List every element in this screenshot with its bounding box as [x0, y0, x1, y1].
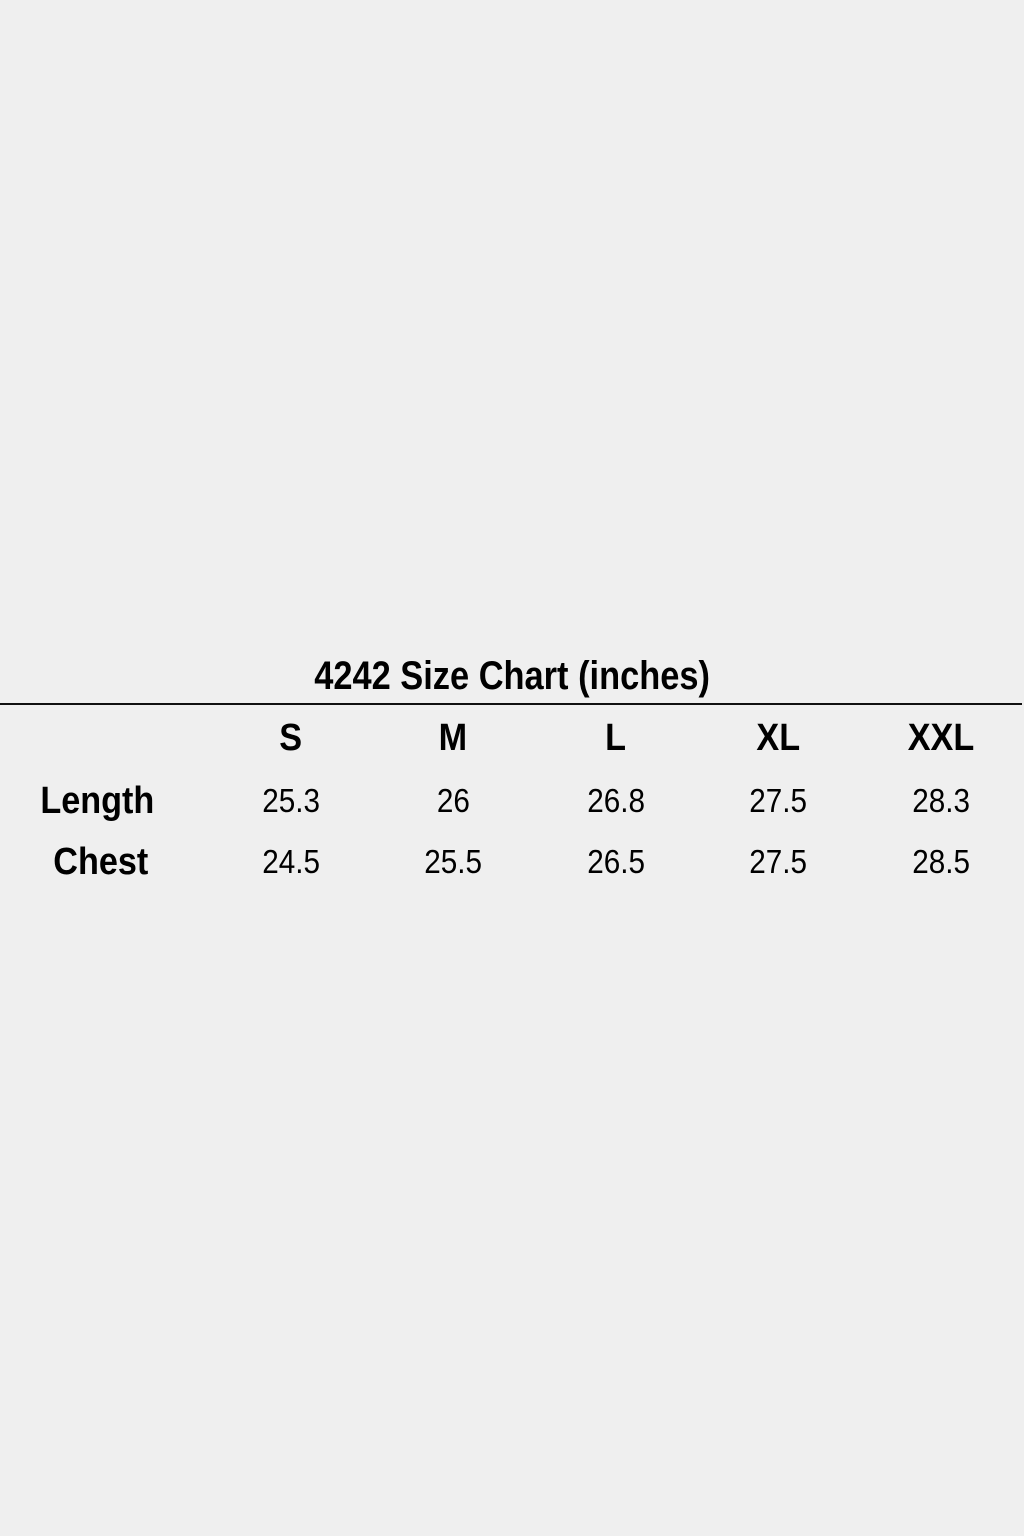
table-cell: 28.5 [861, 842, 1021, 882]
value-text: 26.8 [587, 782, 645, 819]
value-text: 25.5 [424, 843, 482, 880]
header-text: XXL [907, 717, 975, 759]
row-label-chest: Chest [21, 842, 181, 882]
table-cell: 25.3 [211, 781, 371, 821]
header-text: S [279, 717, 303, 759]
value-text: 26 [436, 782, 470, 819]
value-text: 24.5 [262, 843, 320, 880]
value-text: 25.3 [262, 782, 320, 819]
table-cell: 28.3 [861, 781, 1021, 821]
size-chart-title: 4242 Size Chart (inches) [0, 652, 1024, 700]
table-cell: 26 [373, 781, 533, 821]
header-text: L [605, 717, 627, 759]
column-header-xl: XL [698, 718, 858, 758]
divider-line [0, 703, 1022, 705]
label-text: Length [40, 780, 154, 822]
column-header-s: S [211, 718, 371, 758]
value-text: 28.5 [912, 843, 970, 880]
column-header-m: M [373, 718, 533, 758]
column-header-xxl: XXL [861, 718, 1021, 758]
table-cell: 25.5 [373, 842, 533, 882]
table-cell: 24.5 [211, 842, 371, 882]
value-text: 27.5 [749, 782, 807, 819]
table-cell: 27.5 [698, 781, 858, 821]
value-text: 27.5 [749, 843, 807, 880]
label-text: Chest [53, 841, 149, 883]
value-text: 26.5 [587, 843, 645, 880]
table-cell: 26.5 [536, 842, 696, 882]
header-text: M [438, 717, 468, 759]
value-text: 28.3 [912, 782, 970, 819]
title-text: 4242 Size Chart (inches) [314, 654, 710, 698]
column-header-l: L [536, 718, 696, 758]
table-cell: 27.5 [698, 842, 858, 882]
table-cell: 26.8 [536, 781, 696, 821]
row-label-length: Length [17, 781, 177, 821]
header-text: XL [756, 717, 800, 759]
